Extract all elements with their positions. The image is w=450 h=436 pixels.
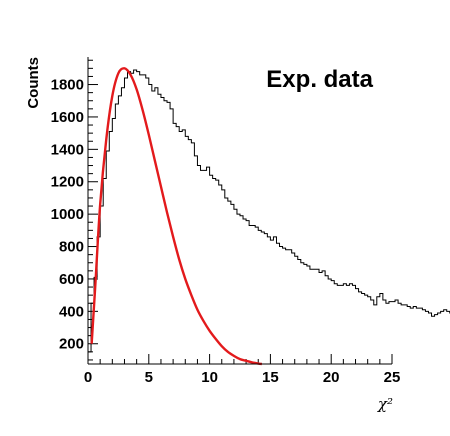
y-tick-label: 1400 — [51, 141, 84, 158]
legend-label: Exp. data — [266, 66, 373, 93]
x-tick-label: 5 — [145, 369, 153, 386]
y-tick-label: 1000 — [51, 206, 84, 223]
y-tick-label: 1600 — [51, 109, 84, 126]
x-tick-label: 0 — [84, 369, 92, 386]
y-tick-label: 400 — [59, 303, 84, 320]
y-tick-label: 800 — [59, 239, 84, 256]
tick-labels: 0 5 10 15 20 25 200 400 600 800 1000 1200 1400 1600 18… — [51, 77, 401, 386]
x-axis-title: χ² — [377, 395, 393, 413]
axis-ticks — [87, 59, 393, 364]
x-tick-label: 20 — [323, 369, 340, 386]
fit-curve-series — [90, 67, 263, 366]
y-axis-title: Counts — [25, 57, 42, 109]
y-tick-label: 1200 — [51, 174, 84, 191]
histogram-series — [88, 69, 450, 353]
x-tick-label: 25 — [384, 369, 401, 386]
x-tick-label: 10 — [201, 369, 218, 386]
histogram-line — [88, 69, 450, 353]
plot-frame — [87, 57, 392, 365]
y-tick-label: 600 — [59, 271, 84, 288]
fit-curve-line — [90, 67, 263, 366]
x-tick-label: 15 — [262, 369, 279, 386]
y-tick-label: 200 — [59, 336, 84, 353]
y-tick-label: 1800 — [51, 77, 84, 94]
